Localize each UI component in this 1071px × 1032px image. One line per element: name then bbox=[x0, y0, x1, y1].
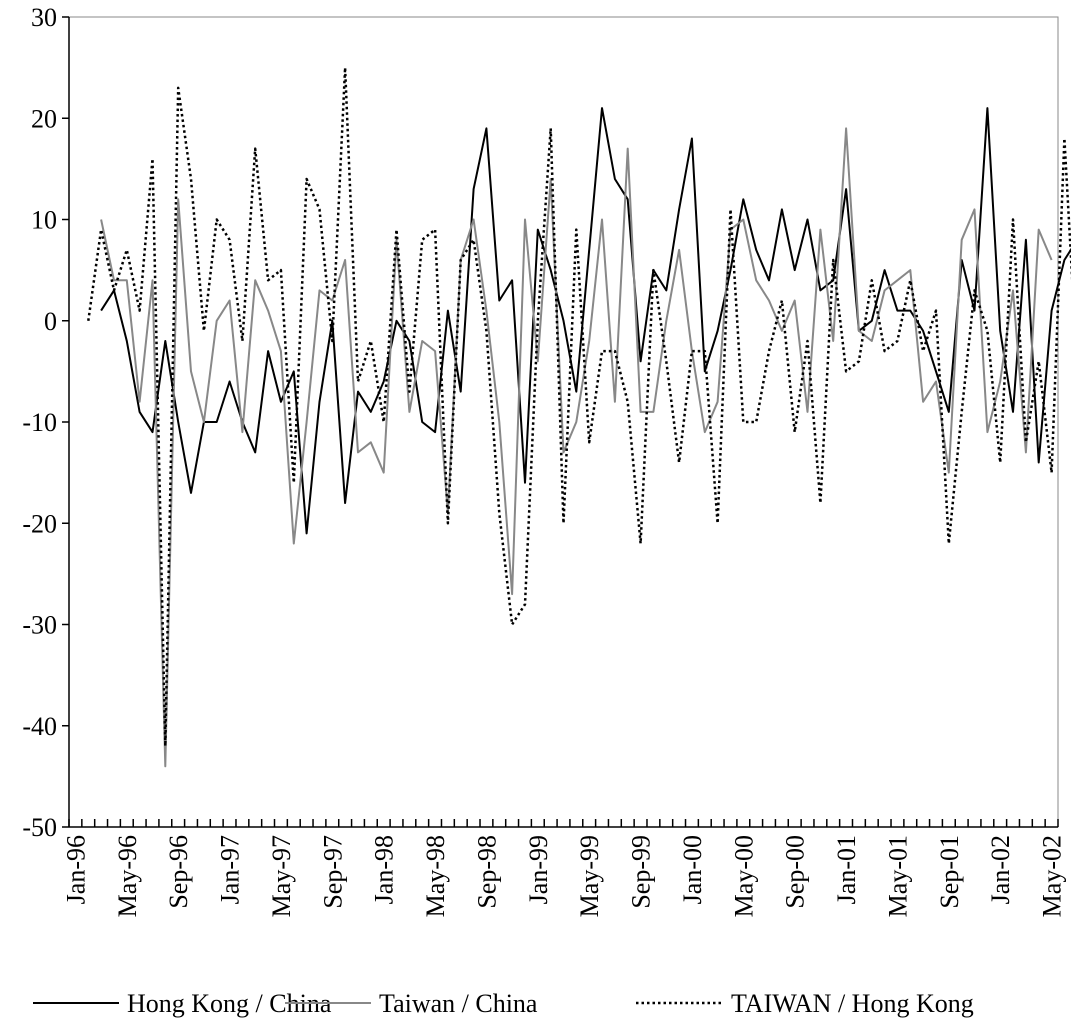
legend-label: TAIWAN / Hong Kong bbox=[731, 989, 974, 1018]
x-tick-label: May-00 bbox=[729, 835, 758, 917]
x-tick-label: Jan-98 bbox=[370, 835, 399, 904]
x-tick-label: Sep-98 bbox=[472, 835, 501, 909]
x-tick-label: May-02 bbox=[1038, 835, 1067, 917]
y-tick-label: 0 bbox=[44, 307, 57, 336]
x-tick-label: Jan-96 bbox=[61, 835, 90, 904]
x-tick-label: May-99 bbox=[575, 835, 604, 917]
x-tick-label: Sep-99 bbox=[627, 835, 656, 909]
x-tick-label: Jan-00 bbox=[678, 835, 707, 904]
y-tick-label: -50 bbox=[22, 813, 57, 842]
x-tick-label: May-98 bbox=[421, 835, 450, 917]
y-tick-label: -30 bbox=[22, 611, 57, 640]
y-tick-label: 20 bbox=[31, 104, 57, 133]
x-tick-label: May-01 bbox=[883, 835, 912, 917]
x-tick-label: May-97 bbox=[267, 835, 296, 917]
legend: Hong Kong / China Taiwan / China TAIWAN / … bbox=[33, 989, 974, 1018]
series-layer bbox=[87, 66, 1071, 768]
series-line-2 bbox=[100, 127, 1053, 768]
x-tick-label: Jan-99 bbox=[524, 835, 553, 904]
y-tick-label: -40 bbox=[22, 712, 57, 741]
y-tick-label: 10 bbox=[31, 206, 57, 235]
x-tick-label: Sep-97 bbox=[318, 835, 347, 909]
y-tick-label: 30 bbox=[31, 3, 57, 32]
y-axis-ticks: 30 20 10 0 -10 -20 -30 -40 -50 bbox=[22, 3, 69, 842]
series-line-1 bbox=[100, 107, 1071, 535]
x-tick-label: Sep-00 bbox=[781, 835, 810, 909]
x-axis-ticks: Jan-96 May-96 Sep-96 Jan-97 May-97 Sep-97 Jan-… bbox=[61, 819, 1067, 917]
series-line-3 bbox=[87, 66, 1071, 748]
x-tick-label: Sep-01 bbox=[935, 835, 964, 909]
x-tick-label: Jan-01 bbox=[832, 835, 861, 904]
x-tick-label: Jan-02 bbox=[986, 835, 1015, 904]
y-tick-label: -20 bbox=[22, 509, 57, 538]
legend-label: Taiwan / China bbox=[379, 989, 538, 1018]
x-tick-label: May-96 bbox=[113, 835, 142, 917]
x-tick-label: Jan-97 bbox=[216, 835, 245, 904]
x-tick-label: Sep-96 bbox=[164, 835, 193, 909]
y-tick-label: -10 bbox=[22, 408, 57, 437]
